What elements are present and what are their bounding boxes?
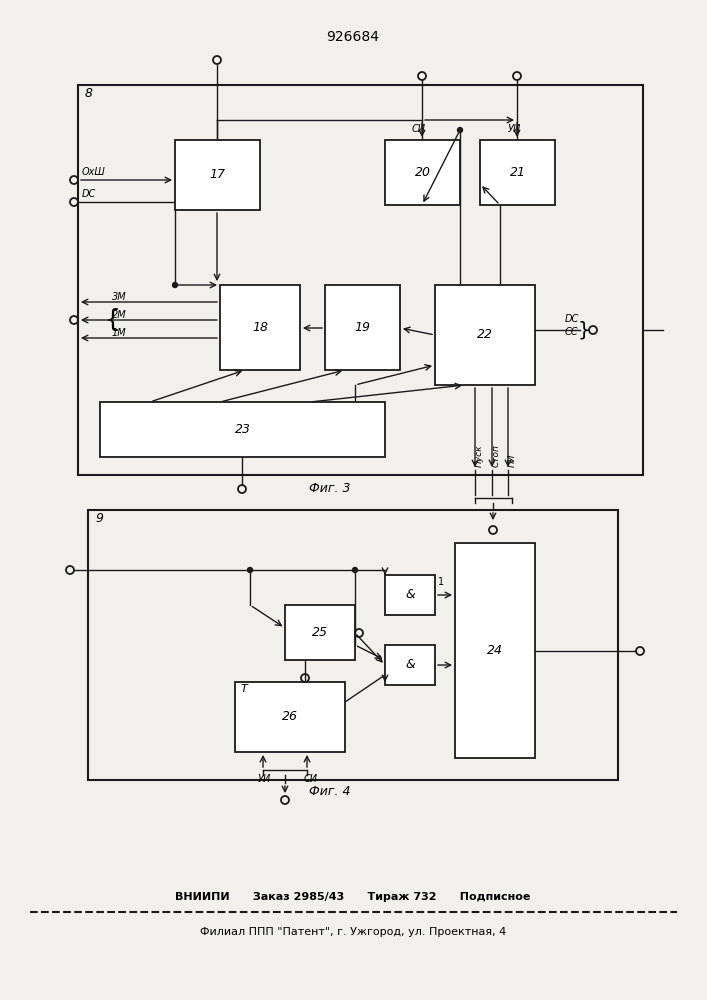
Text: 21: 21 — [510, 166, 525, 179]
Bar — [385, 645, 435, 685]
Bar — [78, 85, 643, 475]
Text: &: & — [405, 658, 415, 672]
Text: 2М: 2М — [112, 310, 127, 320]
Circle shape — [353, 568, 358, 572]
Text: 18: 18 — [252, 321, 268, 334]
Text: 1М: 1М — [112, 328, 127, 338]
Circle shape — [457, 127, 462, 132]
Text: 20: 20 — [414, 166, 431, 179]
Text: 19: 19 — [354, 321, 370, 334]
Bar — [235, 682, 345, 752]
Bar — [385, 575, 435, 615]
Bar — [100, 402, 385, 457]
Bar — [325, 285, 400, 370]
Text: УИ: УИ — [508, 124, 520, 134]
Text: 926684: 926684 — [327, 30, 380, 44]
Text: Стоп: Стоп — [492, 444, 501, 467]
Text: Фиг. 3: Фиг. 3 — [309, 482, 351, 495]
Text: 22: 22 — [477, 328, 493, 342]
Text: 23: 23 — [235, 423, 250, 436]
Text: 1: 1 — [438, 577, 444, 587]
Text: &: & — [405, 588, 415, 601]
Text: CC: CC — [565, 327, 578, 337]
Text: ОхШ: ОхШ — [82, 167, 106, 177]
Circle shape — [247, 568, 252, 572]
Bar — [175, 140, 260, 210]
Text: УИ: УИ — [258, 774, 271, 784]
Text: 9: 9 — [95, 512, 103, 525]
Text: СИ: СИ — [304, 774, 318, 784]
Text: DC: DC — [82, 189, 96, 199]
Text: Фиг. 4: Фиг. 4 — [309, 785, 351, 798]
Text: Филиал ППП "Патент", г. Ужгород, ул. Проектная, 4: Филиал ППП "Патент", г. Ужгород, ул. Про… — [200, 927, 506, 937]
Text: DC: DC — [565, 314, 579, 324]
Bar — [385, 140, 460, 205]
Text: 8: 8 — [85, 87, 93, 100]
Bar — [455, 543, 535, 758]
Text: 25: 25 — [312, 626, 328, 639]
Text: 24: 24 — [487, 644, 503, 657]
Text: T: T — [241, 684, 247, 694]
Bar — [88, 510, 618, 780]
Text: 26: 26 — [282, 710, 298, 724]
Text: {: { — [105, 308, 121, 332]
Text: ВНИИПИ      Заказ 2985/43      Тираж 732      Подписное: ВНИИПИ Заказ 2985/43 Тираж 732 Подписное — [175, 892, 531, 902]
Circle shape — [173, 282, 177, 288]
Text: ПИ: ПИ — [508, 454, 517, 467]
Text: Пуск: Пуск — [475, 444, 484, 467]
Text: }: } — [578, 320, 590, 340]
Bar — [285, 605, 355, 660]
Bar — [435, 285, 535, 385]
Bar — [480, 140, 555, 205]
Text: 17: 17 — [209, 168, 226, 182]
Bar — [220, 285, 300, 370]
Text: 3М: 3М — [112, 292, 127, 302]
Text: СИ: СИ — [412, 124, 426, 134]
